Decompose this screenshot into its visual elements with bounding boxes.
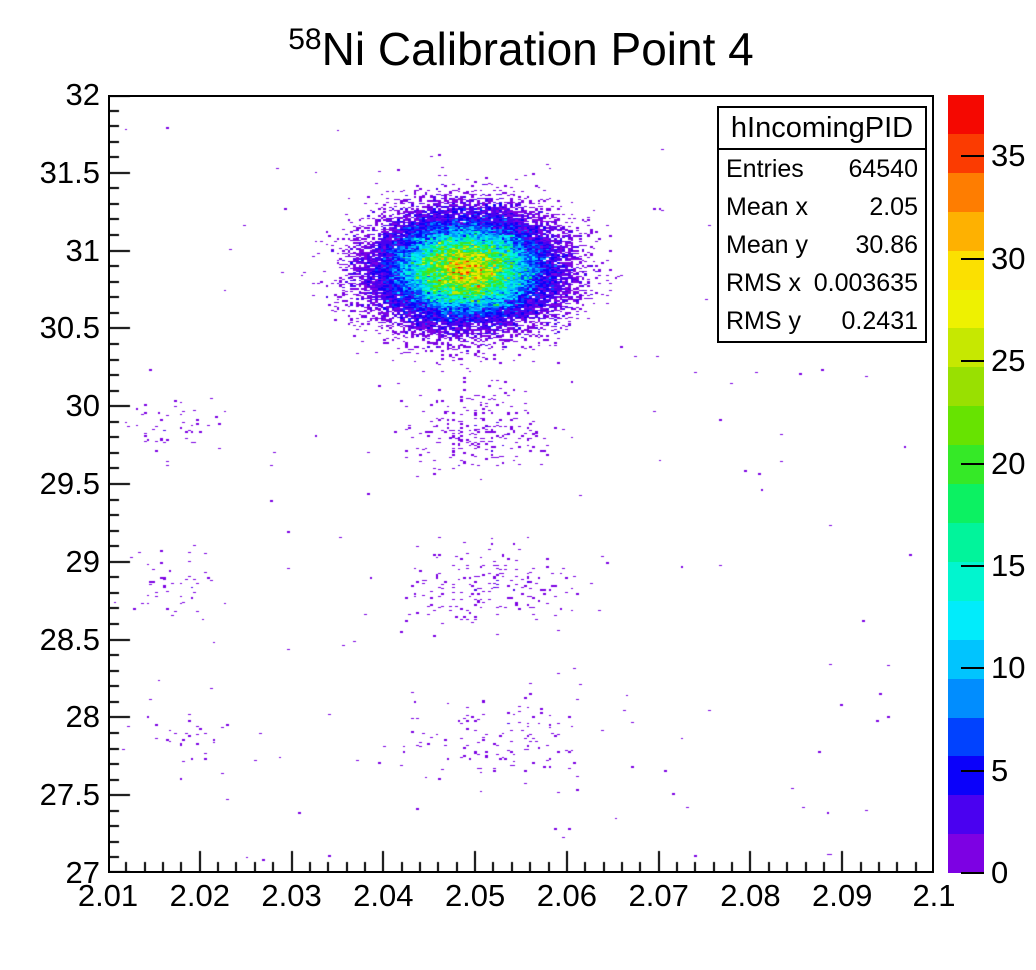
y-axis-tick-label: 31 (65, 232, 100, 268)
x-axis-tick-label: 2.05 (444, 878, 506, 913)
color-scale-tick-label: 10 (991, 650, 1026, 685)
y-axis-tick-label: 30.5 (39, 310, 100, 346)
plot-title: 58Ni Calibration Point 4 (108, 22, 934, 76)
color-scale-tick-label: 35 (991, 138, 1026, 173)
x-axis-tick-label: 2.04 (353, 878, 414, 913)
color-scale-tick (961, 565, 984, 567)
color-scale-tick-label: 15 (991, 548, 1026, 583)
color-scale-band (948, 795, 984, 835)
color-scale-band (948, 834, 984, 874)
plot-title-text: Ni Calibration Point 4 (321, 23, 754, 75)
stats-row-mean-y: Mean y 30.86 (719, 226, 925, 264)
y-axis-tick-label: 27.5 (39, 777, 100, 813)
stats-label: RMS y (726, 306, 801, 335)
color-scale-tick (961, 360, 984, 362)
x-axis-tick-label: 2.1 (912, 878, 956, 913)
stats-row-rms-y: RMS y 0.2431 (719, 302, 925, 340)
x-axis-tick-label: 2.08 (720, 878, 781, 913)
y-axis-tick-label: 31.5 (39, 154, 100, 190)
color-scale-tick (961, 463, 984, 465)
stats-label: RMS x (726, 268, 801, 297)
x-axis-tick-label: 2.02 (169, 878, 230, 913)
color-scale-band (948, 289, 984, 329)
stats-row-rms-x: RMS x 0.003635 (719, 264, 925, 302)
stats-value: 0.003635 (813, 268, 918, 297)
color-scale-band (948, 211, 984, 251)
x-axis-tick-label: 2.03 (261, 878, 322, 913)
color-scale-band (948, 678, 984, 718)
y-axis-tick-label: 30 (65, 388, 100, 424)
color-scale-band (948, 95, 984, 134)
color-scale-bar (948, 95, 984, 874)
x-axis-tick-label: 2.07 (628, 878, 689, 913)
y-axis-tick-label: 28.5 (39, 621, 100, 657)
x-axis-tick-label: 2.01 (77, 878, 139, 913)
color-scale-band (948, 600, 984, 640)
color-scale-band (948, 522, 984, 562)
y-axis-tick-label: 29.5 (39, 466, 100, 501)
color-scale-tick-label: 20 (991, 446, 1026, 481)
y-axis-tick-label: 32 (65, 77, 100, 112)
color-scale-band (948, 639, 984, 679)
x-axis-tick-label: 2.06 (536, 878, 598, 913)
color-scale-band (948, 756, 984, 796)
stats-box: hIncomingPID Entries 64540 Mean x 2.05 M… (717, 106, 927, 343)
stats-label: Entries (726, 154, 804, 183)
stats-box-title: hIncomingPID (719, 108, 925, 150)
color-scale-tick-label: 5 (991, 753, 1009, 788)
color-scale-tick-label: 25 (991, 343, 1026, 378)
stats-value: 0.2431 (841, 306, 918, 335)
color-scale-tick (961, 872, 984, 874)
y-axis-tick-label: 28 (65, 699, 100, 735)
color-scale-tick (961, 667, 984, 669)
stats-row-entries: Entries 64540 (719, 150, 925, 188)
stats-label: Mean y (726, 230, 808, 259)
x-axis-tick-label: 2.09 (812, 878, 873, 913)
y-axis-tick-label: 29 (65, 543, 100, 579)
color-scale-band (948, 406, 984, 446)
isotope-superscript: 58 (288, 23, 322, 56)
stats-value: 30.86 (855, 230, 918, 259)
color-scale-band (948, 172, 984, 212)
color-scale-band (948, 250, 984, 290)
color-scale-tick-label: 0 (991, 855, 1009, 890)
color-scale-band (948, 561, 984, 601)
stats-label: Mean x (726, 192, 808, 221)
stats-value: 2.05 (869, 192, 918, 221)
color-scale-tick (961, 155, 984, 157)
y-axis-tick-label: 27 (65, 855, 100, 890)
color-scale-tick-label: 30 (991, 241, 1026, 276)
stats-value: 64540 (848, 154, 918, 183)
stats-row-mean-x: Mean x 2.05 (719, 188, 925, 226)
color-scale-tick (961, 770, 984, 772)
color-scale-band (948, 367, 984, 407)
color-scale-band (948, 133, 984, 173)
color-scale-band (948, 484, 984, 523)
color-scale-band (948, 717, 984, 757)
color-scale-tick (961, 258, 984, 260)
